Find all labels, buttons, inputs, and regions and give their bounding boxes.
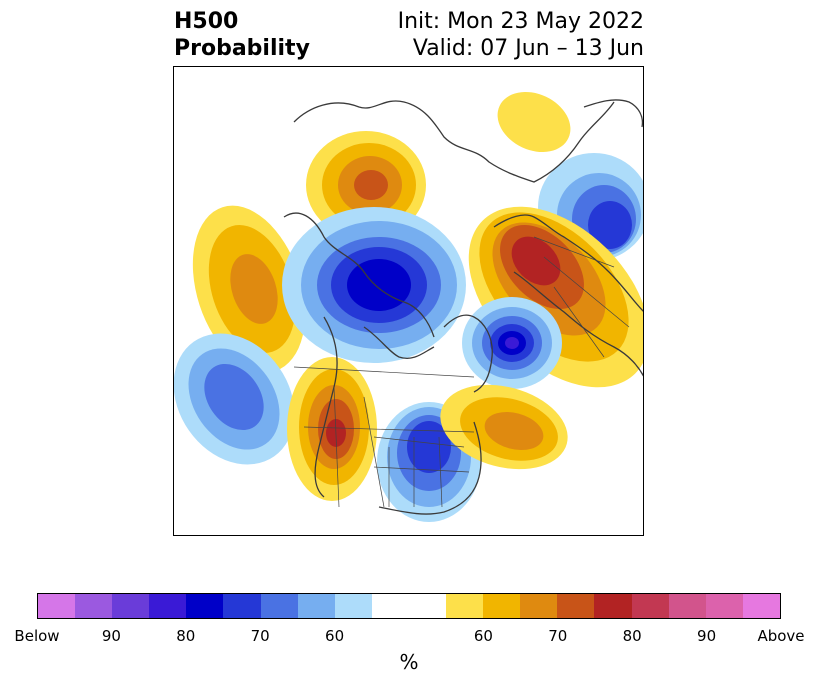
colorbar-segment [631, 594, 669, 618]
anomaly-atlantic-above [440, 384, 568, 470]
probability-map [173, 66, 644, 536]
colorbar-segment [371, 594, 409, 618]
anomaly-alaska-above [306, 131, 426, 239]
colorbar-segment [149, 594, 187, 618]
colorbar-tick-label: 80 [622, 627, 642, 645]
colorbar-segment [483, 594, 521, 618]
colorbar-segment [38, 594, 76, 618]
colorbar-segment [223, 594, 261, 618]
anomaly-greenland-small-above [497, 91, 571, 153]
colorbar-segment [594, 594, 632, 618]
title-right: Init: Mon 23 May 2022 Valid: 07 Jun – 13… [398, 8, 644, 62]
colorbar-segment [334, 594, 372, 618]
colorbar-segment [742, 594, 780, 618]
anomaly-arctic-below [282, 207, 466, 363]
product-title: Probability [174, 36, 310, 61]
anomaly-labrador-below [462, 297, 562, 389]
colorbar-tick-label: Below [14, 627, 60, 645]
init-time: Init: Mon 23 May 2022 [397, 9, 644, 34]
colorbar-tick-label: 70 [548, 627, 568, 645]
colorbar-tick-label: 70 [250, 627, 270, 645]
valid-time: Valid: 07 Jun – 13 Jun [412, 36, 644, 61]
colorbar-segment [520, 594, 558, 618]
colorbar [37, 593, 781, 619]
colorbar-tick-label: 90 [101, 627, 121, 645]
colorbar-segment [557, 594, 595, 618]
colorbar-segment [112, 594, 150, 618]
borders [293, 236, 630, 508]
title-left: H500 Probability [174, 8, 310, 62]
colorbar-segment [408, 594, 447, 618]
colorbar-segment [75, 594, 113, 618]
colorbar-unit-label: % [399, 650, 419, 674]
colorbar-tick-label: 60 [325, 627, 345, 645]
anomaly-pacific-above [192, 205, 306, 373]
colorbar-segment [260, 594, 298, 618]
map-svg [174, 91, 643, 522]
colorbar-tick-label: 90 [697, 627, 717, 645]
colorbar-segment [186, 594, 224, 618]
colorbar-tick-label: 80 [176, 627, 196, 645]
colorbar-tick-label: 60 [473, 627, 493, 645]
colorbar-segment [446, 594, 484, 618]
colorbar-segment [297, 594, 335, 618]
variable-title: H500 [174, 9, 239, 34]
coastlines [283, 99, 643, 515]
anomaly-northeast-pacific-below [174, 333, 295, 465]
colorbar-segment [668, 594, 706, 618]
colorbar-tick-label: Above [757, 627, 805, 645]
colorbar-segment [705, 594, 743, 618]
